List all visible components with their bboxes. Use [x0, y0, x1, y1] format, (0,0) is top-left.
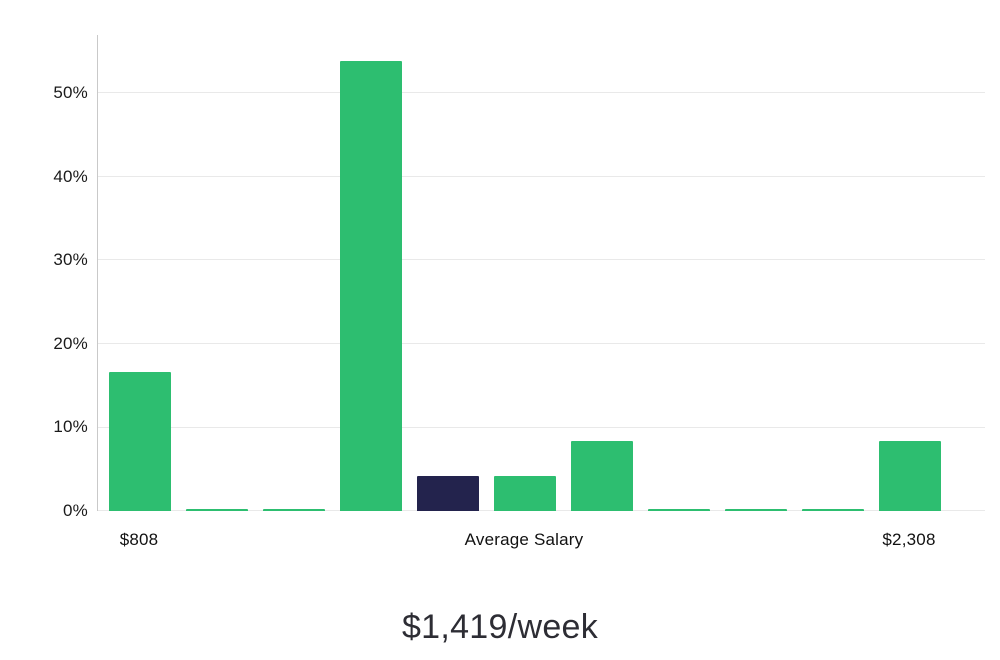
- y-axis: 0% 10% 20% 30% 40% 50%: [0, 0, 88, 560]
- y-tick-label: 0%: [63, 501, 88, 520]
- x-axis-label: $808: [119, 530, 159, 549]
- x-axis-label: $2,308: [882, 530, 936, 549]
- bar: [494, 475, 556, 511]
- bar: [340, 60, 402, 511]
- average-salary-caption: $1,419/week: [401, 608, 599, 646]
- y-tick-label: 20%: [53, 333, 88, 353]
- x-axis-labels: $808 Average Salary $2,308: [0, 528, 1000, 554]
- gridline: [98, 426, 985, 428]
- y-tick-label: 40%: [53, 166, 88, 186]
- bar: [725, 508, 787, 511]
- gridline: [98, 259, 985, 261]
- bar: [648, 508, 710, 511]
- bar: [879, 440, 941, 511]
- bar: [417, 475, 479, 511]
- y-tick-label: 10%: [53, 417, 88, 437]
- bar: [571, 440, 633, 511]
- bar: [186, 508, 248, 511]
- y-tick-label: 30%: [53, 250, 88, 270]
- gridline: [98, 92, 985, 94]
- bar: [109, 372, 171, 511]
- gridline: [98, 175, 985, 177]
- bar: [802, 508, 864, 511]
- bar: [263, 508, 325, 511]
- gridline: [98, 342, 985, 344]
- plot-area: [97, 35, 985, 511]
- y-tick-label: 50%: [53, 83, 88, 103]
- x-axis-label: Average Salary: [464, 530, 584, 549]
